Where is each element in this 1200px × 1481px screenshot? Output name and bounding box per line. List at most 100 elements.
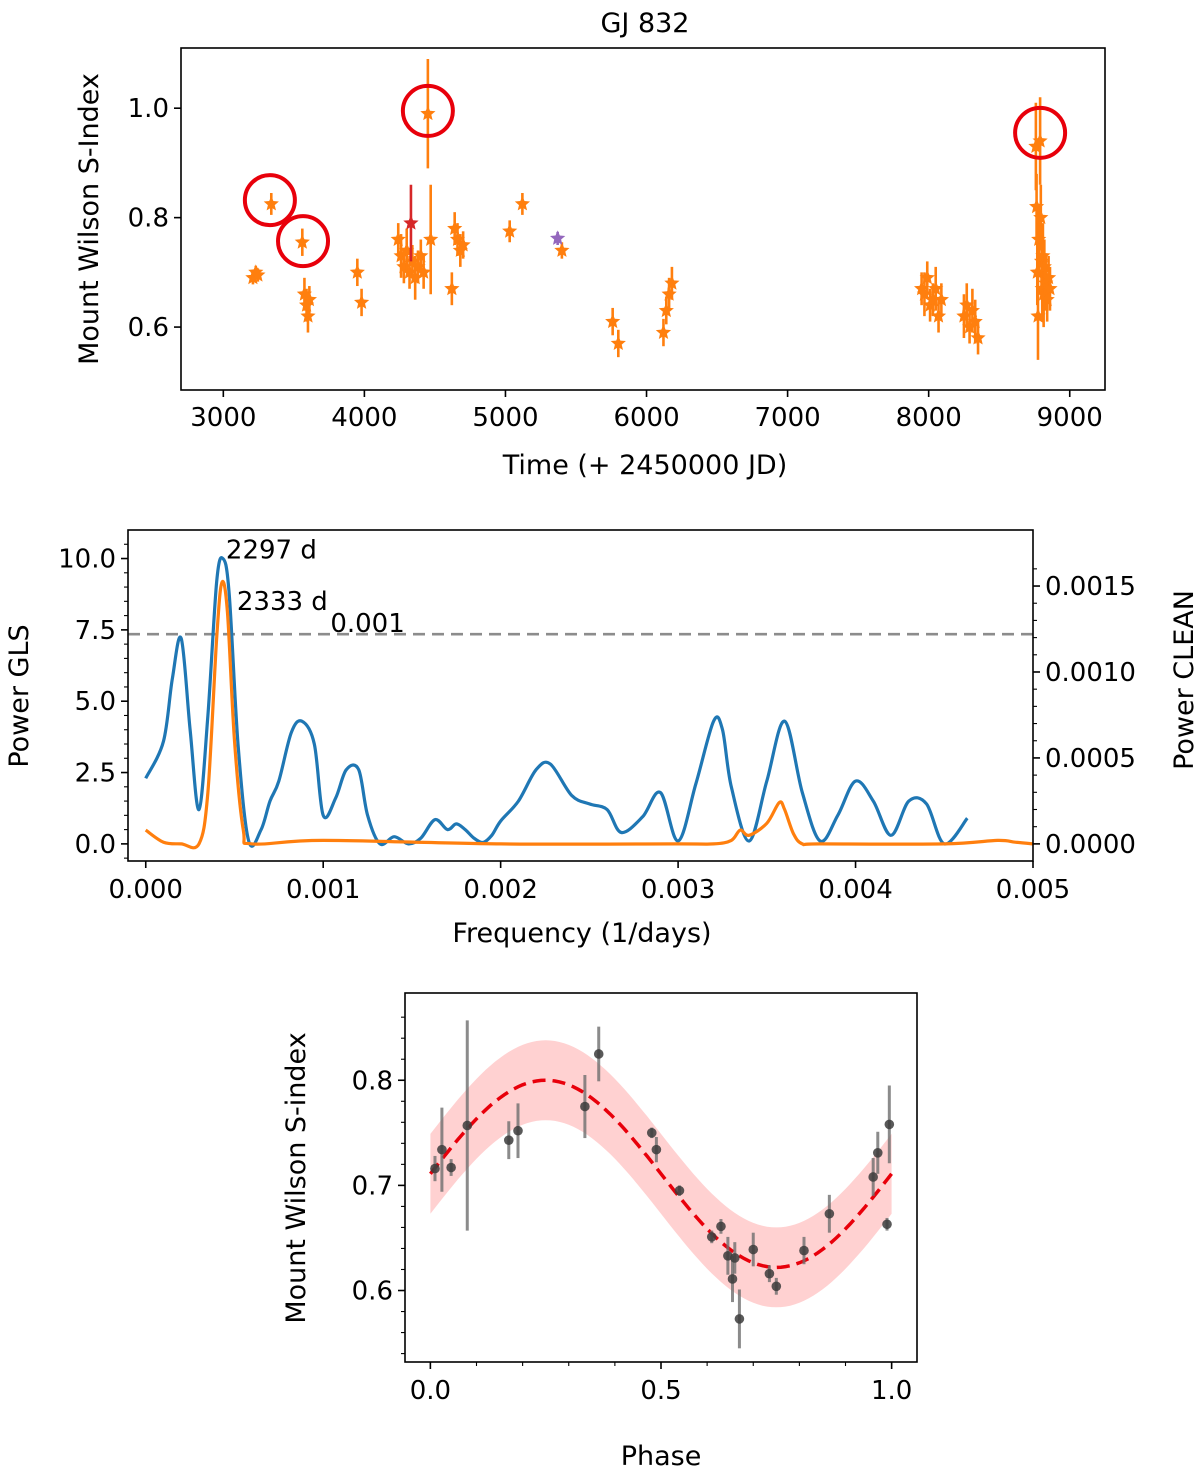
s0-star-marker-42 [928, 280, 944, 296]
phase-point-14 [727, 1274, 738, 1284]
highlight-circle-0 [242, 173, 297, 228]
s0-star-marker-8 [301, 291, 317, 307]
s0-star-marker-30 [554, 242, 570, 257]
s0-star-marker-28 [502, 223, 518, 238]
p2-ytick-right-label-2: 0.0010 [1045, 658, 1136, 688]
p2-ytick-left-label-2: 5.0 [75, 687, 116, 717]
phase-point-25 [884, 1119, 895, 1130]
phase-point-19 [771, 1281, 782, 1292]
p2-axes-frame [127, 529, 1034, 862]
s0-star-marker-27 [455, 237, 471, 252]
threshold-label: 0.001 [330, 609, 404, 639]
s0-star-marker-43 [930, 308, 947, 323]
s1-star-marker-0 [403, 215, 419, 230]
phase-point-17 [748, 1244, 759, 1255]
p3-ytick-label-2: 0.8 [352, 1066, 393, 1096]
p2-xtick-label-0: 0.000 [109, 875, 183, 905]
phase-point-9 [651, 1144, 662, 1155]
p2-ytick-left-label-0: 0.0 [75, 830, 116, 860]
s0-star-marker-56 [1032, 133, 1048, 148]
phase-point-10 [674, 1185, 685, 1196]
p2-ylabel-right: Power CLEAN [1169, 590, 1200, 770]
s0-star-marker-57 [1033, 209, 1049, 225]
phase-point-18 [764, 1268, 775, 1279]
p2-ylabel-left: Power GLS [4, 624, 35, 767]
s0-star-marker-66 [1042, 280, 1058, 296]
s0-star-marker-31 [605, 313, 621, 329]
panel-time-series: GJ 832 3000 4000 5000 6000 7000 8000 9000 0.6 0.… [74, 8, 1106, 481]
phase-point-20 [799, 1245, 809, 1256]
p3-xlabel: Phase [621, 1441, 702, 1472]
phase-point-3 [462, 1120, 473, 1131]
s0-star-marker-4 [294, 234, 310, 249]
phase-point-23 [872, 1147, 883, 1158]
gls-curve [144, 555, 969, 848]
phase-point-8 [646, 1128, 657, 1138]
p2-xtick-label-5: 0.005 [996, 875, 1070, 905]
phase-point-0 [430, 1163, 440, 1174]
p1-ticks: 3000 4000 5000 6000 7000 8000 9000 0.6 0.8 1.0 [128, 94, 1103, 433]
s0-star-marker-34 [658, 302, 674, 318]
s0-star-marker-50 [970, 330, 986, 345]
p2-ytick-right-label-3: 0.0015 [1045, 572, 1136, 602]
panel-phase-fold: 0.0 0.5 1.0 0.6 0.7 0.8 Phase Mount Wilson S-… [281, 992, 918, 1472]
p2-ytick-right-label-1: 0.0005 [1045, 744, 1136, 774]
s0-star-marker-36 [664, 275, 680, 290]
s0-star-marker-2 [250, 267, 266, 282]
p2-xtick-label-2: 0.002 [463, 875, 537, 905]
peak-label-0: 2297 d [226, 536, 317, 566]
p2-xlabel: Frequency (1/days) [452, 918, 711, 949]
phase-point-15 [730, 1253, 740, 1263]
p3-ytick-label-0: 0.6 [352, 1277, 393, 1307]
s2-star-marker-0 [550, 230, 566, 245]
p2-ytick-left-label-3: 7.5 [75, 616, 116, 646]
phase-point-5 [513, 1125, 523, 1136]
s0-star-marker-3 [263, 196, 279, 211]
phase-point-2 [446, 1162, 456, 1173]
p1-axes-frame [180, 47, 1106, 391]
phase-point-7 [593, 1049, 604, 1059]
p1-xtick-label-1: 4000 [331, 403, 397, 433]
s0-star-marker-22 [423, 231, 439, 246]
p2-xtick-label-3: 0.003 [641, 875, 715, 905]
p3-xtick-label-2: 1.0 [871, 1376, 912, 1406]
p1-xtick-label-4: 7000 [755, 403, 821, 433]
phase-point-24 [882, 1219, 892, 1230]
p1-marks [242, 58, 1068, 360]
highlight-circle-3 [1013, 105, 1068, 160]
p1-xtick-label-5: 8000 [896, 403, 962, 433]
p2-ytick-right-label-0: 0.0000 [1045, 830, 1136, 860]
p3-xtick-label-1: 0.5 [640, 1376, 681, 1406]
p2-ytick-left-label-4: 10.0 [58, 545, 116, 575]
p1-xtick-label-0: 3000 [190, 403, 256, 433]
highlight-circle-2 [400, 83, 455, 138]
p2-xtick-label-1: 0.001 [286, 875, 360, 905]
p1-xtick-label-3: 6000 [613, 403, 679, 433]
p1-ytick-label-2: 1.0 [128, 94, 169, 124]
p1-xlabel: Time (+ 2450000 JD) [502, 450, 788, 481]
phase-point-12 [716, 1221, 726, 1232]
p3-ticks: 0.0 0.5 1.0 0.6 0.7 0.8 [352, 1016, 912, 1406]
clean-curve [144, 579, 1034, 850]
phase-point-1 [437, 1144, 447, 1155]
p1-ytick-label-0: 0.6 [128, 313, 169, 343]
phase-point-16 [734, 1314, 745, 1324]
p1-ylabel: Mount Wilson S-Index [74, 73, 105, 365]
p2-xtick-label-4: 0.004 [818, 875, 892, 905]
highlight-circle-1 [276, 214, 331, 269]
chart-title: GJ 832 [600, 8, 689, 39]
p1-xtick-label-2: 5000 [472, 403, 538, 433]
s0-star-marker-32 [610, 335, 626, 350]
s0-star-marker-23 [444, 280, 460, 296]
phase-point-22 [868, 1172, 878, 1182]
s0-star-marker-10 [354, 294, 370, 309]
s0-star-marker-33 [655, 324, 672, 339]
s0-star-marker-29 [514, 196, 530, 211]
p1-xtick-label-6: 9000 [1037, 403, 1103, 433]
s0-star-marker-7 [300, 308, 316, 323]
s0-star-marker-21 [420, 105, 436, 121]
p2-marks: 0.001 2297 d 2333 d [128, 536, 1034, 850]
p3-marks [429, 1020, 895, 1349]
phase-point-6 [580, 1101, 590, 1112]
